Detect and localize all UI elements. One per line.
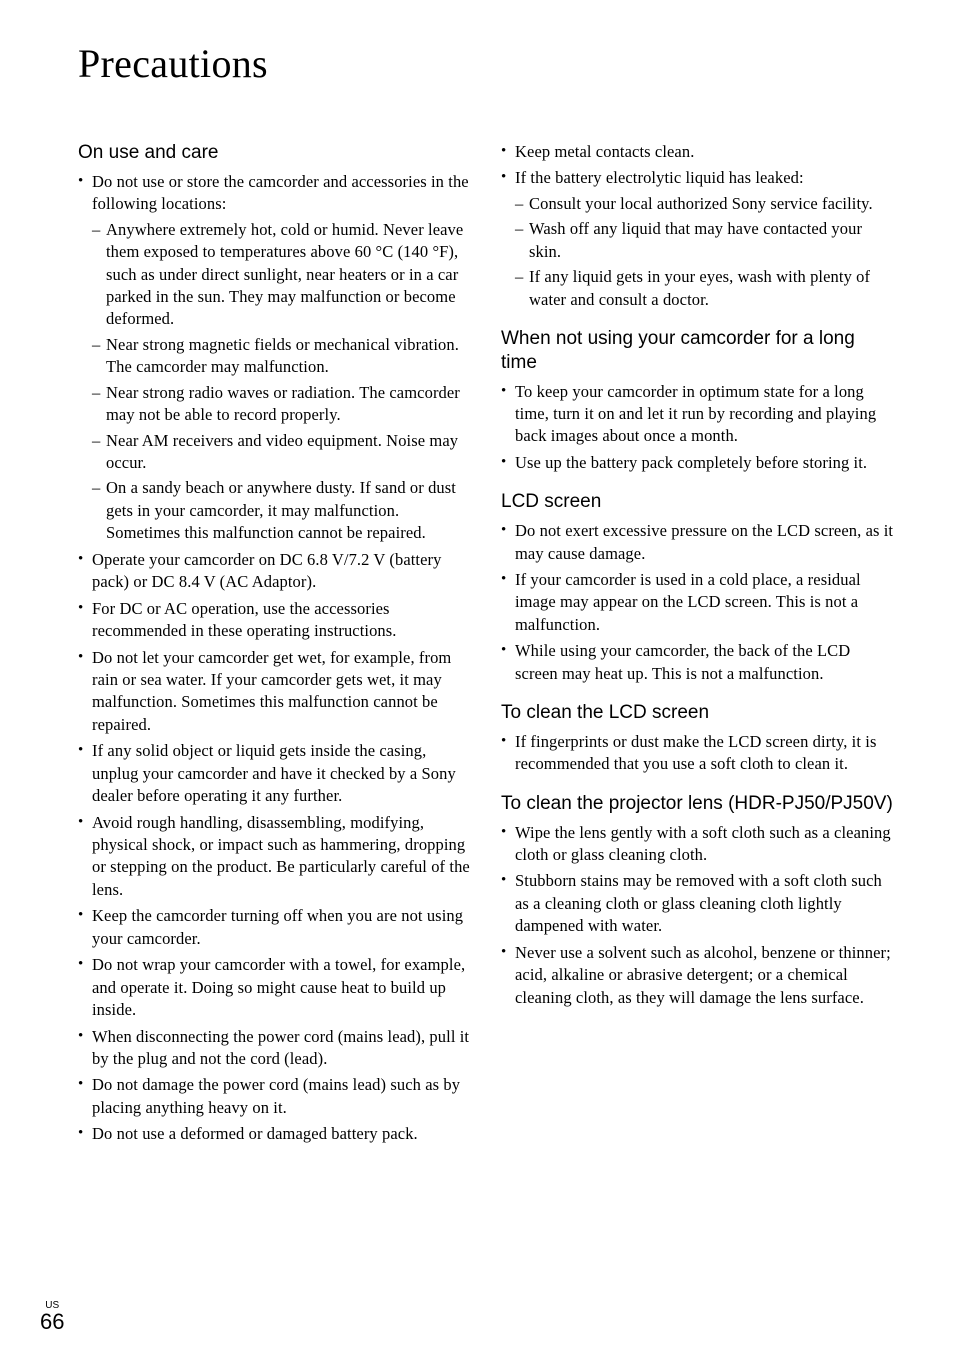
list-item: Do not wrap your camcorder with a towel,… <box>78 954 471 1021</box>
page-footer: US 66 <box>40 1301 64 1333</box>
list-item: If any solid object or liquid gets insid… <box>78 740 471 807</box>
bullet-text: Do not use or store the camcorder and ac… <box>92 172 469 213</box>
list-item: Near strong magnetic fields or mechanica… <box>92 334 471 379</box>
list-item: Never use a solvent such as alcohol, ben… <box>501 942 894 1009</box>
list-item: Consult your local authorized Sony servi… <box>515 193 894 215</box>
page-number: 66 <box>40 1311 64 1333</box>
list-item: Avoid rough handling, disassembling, mod… <box>78 812 471 902</box>
list-item: To keep your camcorder in optimum state … <box>501 381 894 448</box>
list-item: Keep the camcorder turning off when you … <box>78 905 471 950</box>
list-item: When disconnecting the power cord (mains… <box>78 1026 471 1071</box>
locations-sublist: Anywhere extremely hot, cold or humid. N… <box>92 219 471 545</box>
bullet-text: If the battery electrolytic liquid has l… <box>515 168 804 187</box>
leak-sublist: Consult your local authorized Sony servi… <box>515 193 894 311</box>
heading-lcd: LCD screen <box>501 490 894 514</box>
list-item: Wash off any liquid that may have contac… <box>515 218 894 263</box>
clean-projector-list: Wipe the lens gently with a soft cloth s… <box>501 822 894 1010</box>
heading-long-time: When not using your camcorder for a long… <box>501 327 894 375</box>
list-item: Do not use or store the camcorder and ac… <box>78 171 471 545</box>
list-item: Do not use a deformed or damaged battery… <box>78 1123 471 1145</box>
list-item: Near AM receivers and video equipment. N… <box>92 430 471 475</box>
list-item: Wipe the lens gently with a soft cloth s… <box>501 822 894 867</box>
list-item: Stubborn stains may be removed with a so… <box>501 870 894 937</box>
list-item: Use up the battery pack completely befor… <box>501 452 894 474</box>
list-item: Anywhere extremely hot, cold or humid. N… <box>92 219 471 331</box>
list-item: Keep metal contacts clean. <box>501 141 894 163</box>
list-item: While using your camcorder, the back of … <box>501 640 894 685</box>
list-item: If fingerprints or dust make the LCD scr… <box>501 731 894 776</box>
page-title: Precautions <box>78 40 894 87</box>
care-continued-list: Keep metal contacts clean. If the batter… <box>501 141 894 311</box>
use-care-list: Do not use or store the camcorder and ac… <box>78 171 471 1146</box>
heading-clean-lcd: To clean the LCD screen <box>501 701 894 725</box>
left-column: On use and care Do not use or store the … <box>78 141 471 1150</box>
list-item: If your camcorder is used in a cold plac… <box>501 569 894 636</box>
heading-clean-projector: To clean the projector lens (HDR-PJ50/PJ… <box>501 792 894 816</box>
list-item: Near strong radio waves or radiation. Th… <box>92 382 471 427</box>
list-item: If the battery electrolytic liquid has l… <box>501 167 894 311</box>
heading-on-use: On use and care <box>78 141 471 165</box>
list-item: If any liquid gets in your eyes, wash wi… <box>515 266 894 311</box>
list-item: For DC or AC operation, use the accessor… <box>78 598 471 643</box>
list-item: Operate your camcorder on DC 6.8 V/7.2 V… <box>78 549 471 594</box>
clean-lcd-list: If fingerprints or dust make the LCD scr… <box>501 731 894 776</box>
list-item: Do not exert excessive pressure on the L… <box>501 520 894 565</box>
right-column: Keep metal contacts clean. If the batter… <box>501 141 894 1150</box>
long-time-list: To keep your camcorder in optimum state … <box>501 381 894 475</box>
list-item: On a sandy beach or anywhere dusty. If s… <box>92 477 471 544</box>
list-item: Do not damage the power cord (mains lead… <box>78 1074 471 1119</box>
lcd-list: Do not exert excessive pressure on the L… <box>501 520 894 685</box>
content-columns: On use and care Do not use or store the … <box>78 141 894 1150</box>
list-item: Do not let your camcorder get wet, for e… <box>78 647 471 737</box>
